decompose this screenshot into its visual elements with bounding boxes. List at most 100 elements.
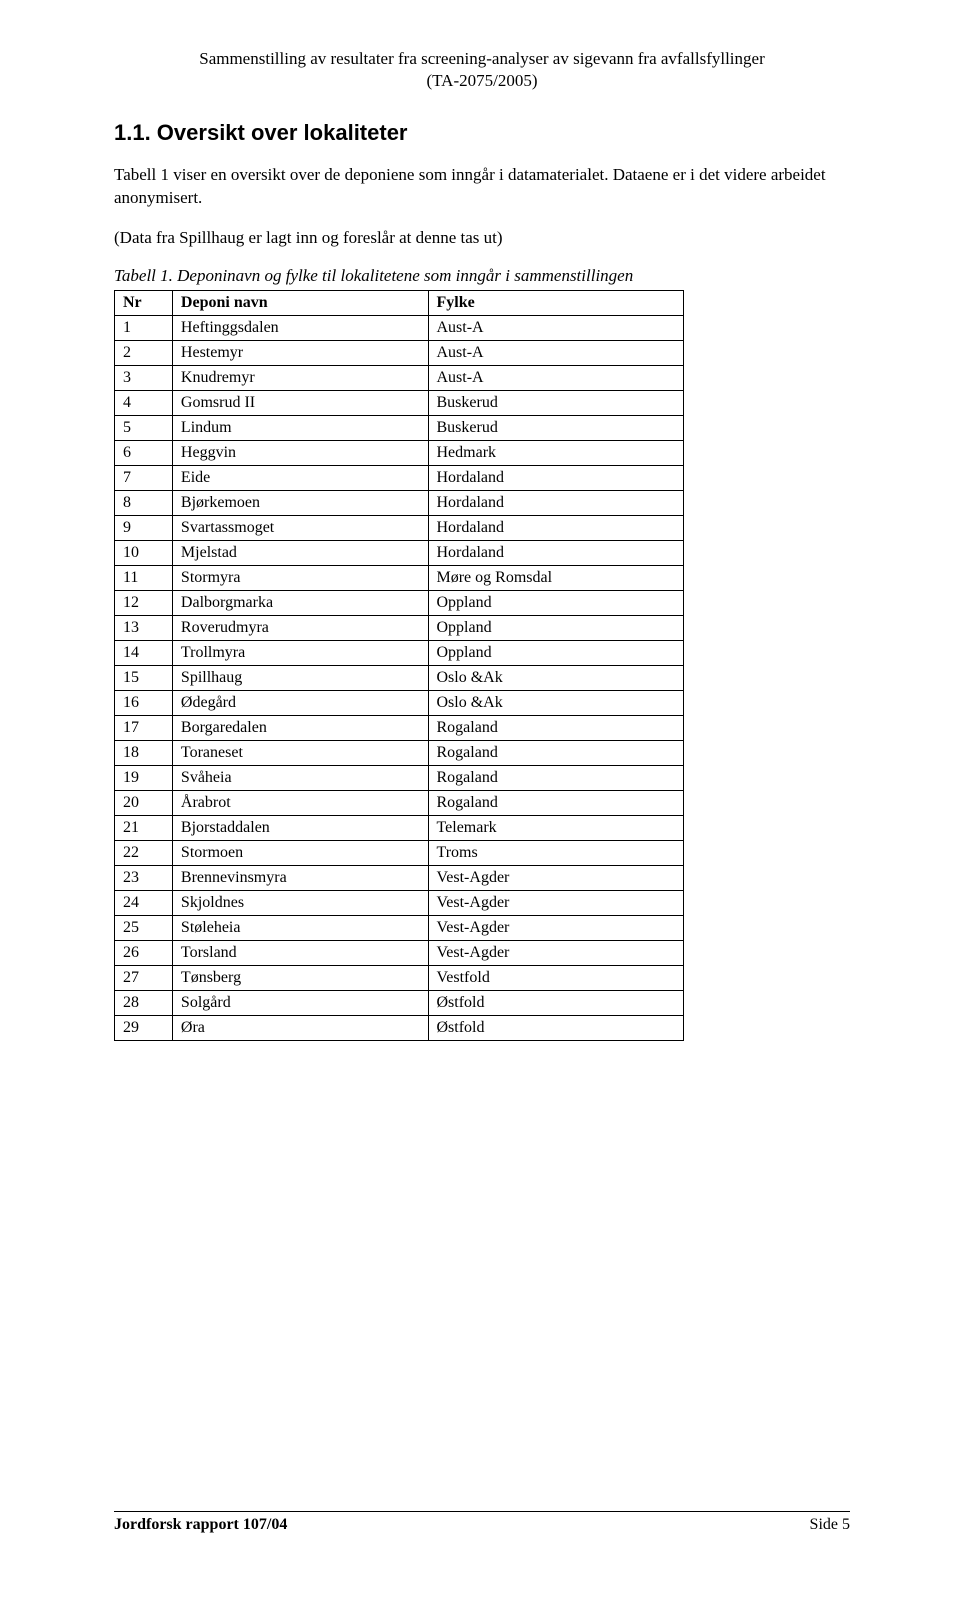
table-row: 17BorgaredalenRogaland (115, 716, 684, 741)
table-row: 20ÅrabrotRogaland (115, 791, 684, 816)
table-cell: 18 (115, 741, 173, 766)
table-cell: Telemark (428, 816, 684, 841)
table-row: 27TønsbergVestfold (115, 966, 684, 991)
table-cell: Buskerud (428, 391, 684, 416)
table-row: 16ØdegårdOslo &Ak (115, 691, 684, 716)
table-row: 28SolgårdØstfold (115, 991, 684, 1016)
table-cell: Rogaland (428, 766, 684, 791)
table-cell: Aust-A (428, 316, 684, 341)
col-header-nr: Nr (115, 291, 173, 316)
table-cell: 8 (115, 491, 173, 516)
table-cell: Østfold (428, 991, 684, 1016)
table-cell: 16 (115, 691, 173, 716)
table-row: 8BjørkemoenHordaland (115, 491, 684, 516)
table-row: 18ToranesetRogaland (115, 741, 684, 766)
table-cell: Oppland (428, 591, 684, 616)
table-cell: 6 (115, 441, 173, 466)
table-cell: Oppland (428, 616, 684, 641)
table-cell: Heggvin (172, 441, 428, 466)
table-cell: 13 (115, 616, 173, 641)
table-row: 4Gomsrud IIBuskerud (115, 391, 684, 416)
table-cell: 17 (115, 716, 173, 741)
table-cell: Vest-Agder (428, 891, 684, 916)
table-row: 9SvartassmogetHordaland (115, 516, 684, 541)
table-cell: 14 (115, 641, 173, 666)
table-cell: 12 (115, 591, 173, 616)
intro-paragraph: Tabell 1 viser en oversikt over de depon… (114, 164, 850, 210)
table-cell: 19 (115, 766, 173, 791)
table-row: 25StøleheiaVest-Agder (115, 916, 684, 941)
table-cell: 22 (115, 841, 173, 866)
col-header-fylke: Fylke (428, 291, 684, 316)
table-cell: Møre og Romsdal (428, 566, 684, 591)
running-header-line1: Sammenstilling av resultater fra screeni… (114, 48, 850, 70)
table-cell: Øra (172, 1016, 428, 1041)
table-cell: Rogaland (428, 716, 684, 741)
table-cell: 2 (115, 341, 173, 366)
table-cell: Eide (172, 466, 428, 491)
table-cell: 3 (115, 366, 173, 391)
table-cell: Aust-A (428, 366, 684, 391)
table-cell: Hestemyr (172, 341, 428, 366)
table-cell: Troms (428, 841, 684, 866)
table-cell: Støleheia (172, 916, 428, 941)
table-cell: Oppland (428, 641, 684, 666)
table-cell: 7 (115, 466, 173, 491)
table-cell: Årabrot (172, 791, 428, 816)
table-row: 22StormoenTroms (115, 841, 684, 866)
table-cell: Rogaland (428, 741, 684, 766)
table-cell: Vest-Agder (428, 941, 684, 966)
table-cell: 5 (115, 416, 173, 441)
table-cell: 29 (115, 1016, 173, 1041)
page-footer: Jordforsk rapport 107/04 Side 5 (114, 1511, 850, 1534)
table-cell: Vest-Agder (428, 866, 684, 891)
table-row: 24SkjoldnesVest-Agder (115, 891, 684, 916)
table-cell: 26 (115, 941, 173, 966)
table-row: 2HestemyrAust-A (115, 341, 684, 366)
table-row: 19SvåheiaRogaland (115, 766, 684, 791)
table-cell: 24 (115, 891, 173, 916)
table-row: 6HeggvinHedmark (115, 441, 684, 466)
table-cell: 21 (115, 816, 173, 841)
table-cell: Toraneset (172, 741, 428, 766)
table-cell: 27 (115, 966, 173, 991)
table-cell: 1 (115, 316, 173, 341)
table-cell: Vest-Agder (428, 916, 684, 941)
table-cell: Torsland (172, 941, 428, 966)
table-cell: Bjørkemoen (172, 491, 428, 516)
table-cell: 23 (115, 866, 173, 891)
running-header: Sammenstilling av resultater fra screeni… (114, 48, 850, 92)
table-cell: Knudremyr (172, 366, 428, 391)
table-cell: Vestfold (428, 966, 684, 991)
section-title: 1.1. Oversikt over lokaliteter (114, 120, 850, 146)
table-cell: Ødegård (172, 691, 428, 716)
table-cell: Lindum (172, 416, 428, 441)
table-cell: Borgaredalen (172, 716, 428, 741)
table-cell: Trollmyra (172, 641, 428, 666)
table-cell: Dalborgmarka (172, 591, 428, 616)
table-cell: Tønsberg (172, 966, 428, 991)
table-cell: 4 (115, 391, 173, 416)
table-cell: Østfold (428, 1016, 684, 1041)
table-cell: 20 (115, 791, 173, 816)
table-cell: Svartassmoget (172, 516, 428, 541)
table-caption: Tabell 1. Deponinavn og fylke til lokali… (114, 266, 850, 286)
table-cell: 11 (115, 566, 173, 591)
table-row: 3KnudremyrAust-A (115, 366, 684, 391)
col-header-navn: Deponi navn (172, 291, 428, 316)
table-row: 29ØraØstfold (115, 1016, 684, 1041)
parenthetical-note: (Data fra Spillhaug er lagt inn og fores… (114, 228, 850, 248)
table-row: 12DalborgmarkaOppland (115, 591, 684, 616)
table-cell: Skjoldnes (172, 891, 428, 916)
table-row: 13RoverudmyraOppland (115, 616, 684, 641)
table-row: 7EideHordaland (115, 466, 684, 491)
table-row: 11StormyraMøre og Romsdal (115, 566, 684, 591)
table-cell: 25 (115, 916, 173, 941)
table-row: 26TorslandVest-Agder (115, 941, 684, 966)
footer-page-number: Side 5 (810, 1516, 850, 1534)
table-cell: 9 (115, 516, 173, 541)
table-cell: Roverudmyra (172, 616, 428, 641)
table-cell: Hordaland (428, 516, 684, 541)
table-row: 1HeftinggsdalenAust-A (115, 316, 684, 341)
table-row: 14TrollmyraOppland (115, 641, 684, 666)
